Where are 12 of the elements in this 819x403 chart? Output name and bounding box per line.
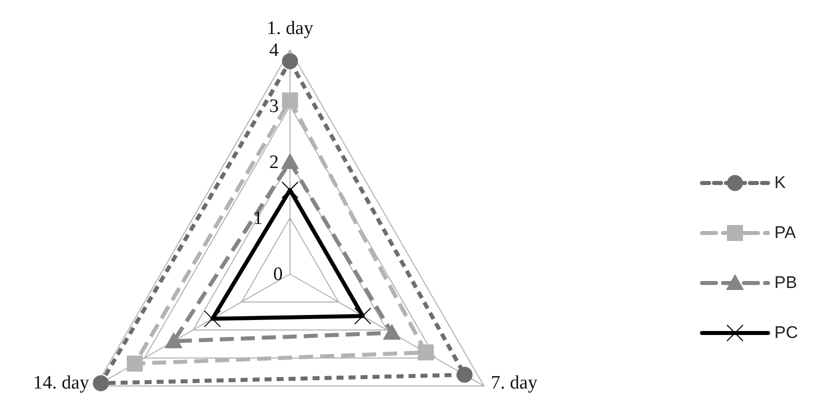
- y-tick-label: 3: [269, 96, 279, 117]
- legend-label: K: [774, 173, 786, 193]
- y-tick-label: 1: [253, 208, 263, 229]
- y-tick-label: 0: [273, 264, 283, 285]
- legend-label: PC: [774, 323, 798, 343]
- y-tick-label: 4: [269, 40, 280, 61]
- y-tick-label: 2: [269, 152, 279, 173]
- spoke-label: 14. day: [33, 372, 90, 394]
- spoke-label: 1. day: [266, 18, 314, 39]
- legend-label: PB: [774, 273, 798, 293]
- legend-label: PA: [774, 223, 796, 243]
- spoke-label: 7. day: [490, 372, 538, 394]
